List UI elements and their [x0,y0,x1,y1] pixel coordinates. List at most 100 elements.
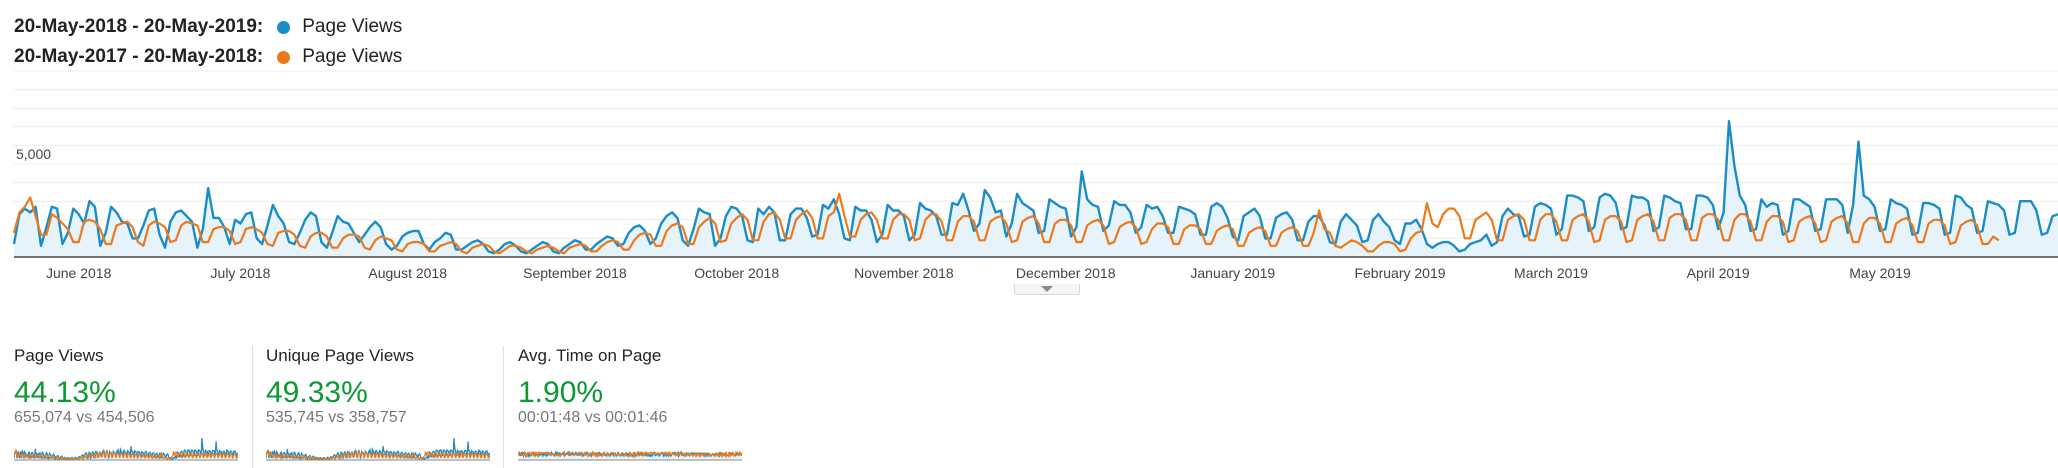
current-data-point [1965,204,1967,206]
previous-data-point [1453,207,1455,209]
current-data-point [1830,198,1832,200]
previous-data-point [1938,219,1940,221]
previous-data-point [1944,224,1946,226]
previous-data-point [1539,219,1541,221]
current-data-point [1313,215,1315,217]
current-data-point [1873,206,1875,208]
current-data-point [99,245,101,247]
previous-data-point [1232,228,1234,230]
current-data-point [757,207,759,209]
previous-data-point [1145,241,1147,243]
x-tick-label: October 2018 [694,265,779,281]
previous-data-point [245,228,247,230]
current-data-point [940,234,942,236]
current-data-point [1992,202,1994,204]
previous-data-point [1296,230,1298,232]
previous-data-point [331,247,333,249]
current-data-point [1658,226,1660,228]
previous-data-point [1744,213,1746,215]
previous-data-point [1151,228,1153,230]
current-data-point [2019,200,2021,202]
metric-unique-page-views[interactable]: Unique Page Views 49.33% 535,745 vs 358,… [266,346,496,468]
legend-previous-range: 20-May-2017 - 20-May-2018: [14,46,264,67]
previous-data-point [978,239,980,241]
current-data-point [444,232,446,234]
metric-page-views[interactable]: Page Views 44.13% 655,074 vs 454,506 [14,346,244,468]
current-data-point [2024,200,2026,202]
previous-data-point [1793,239,1795,241]
previous-data-point [687,243,689,245]
previous-data-point [1712,213,1714,215]
current-data-point [1091,204,1093,206]
current-data-point [1399,243,1401,245]
current-data-point [2003,209,2005,211]
current-data-point [967,209,969,211]
current-data-point [876,241,878,243]
previous-data-point [1852,241,1854,243]
current-data-point [1782,234,1784,236]
current-data-point [185,215,187,217]
previous-data-point [487,245,489,247]
previous-data-point [1189,224,1191,226]
metric-avg-time-on-page[interactable]: Avg. Time on Page 1.90% 00:01:48 vs 00:0… [518,346,748,468]
current-data-point [196,247,198,249]
previous-data-point [1291,226,1293,228]
previous-data-point [272,245,274,247]
current-data-point [1388,226,1390,228]
previous-data-point [326,235,328,237]
current-data-point [51,206,53,208]
previous-data-point [1598,239,1600,241]
current-data-point [396,245,398,247]
previous-data-point [51,213,53,215]
current-data-point [1480,239,1482,241]
current-data-point [822,204,824,206]
previous-data-point [444,243,446,245]
metric-sparkline [518,449,742,461]
current-data-point [509,241,511,243]
current-data-point [978,222,980,224]
x-tick-label: August 2018 [368,265,447,281]
previous-data-point [1922,241,1924,243]
current-data-point [1604,193,1606,195]
current-data-point [1442,241,1444,243]
previous-data-point [725,239,727,241]
current-data-point [1766,206,1768,208]
y-tick-label: 5,000 [16,146,51,162]
current-data-point [930,209,932,211]
previous-data-point [434,250,436,252]
previous-data-point [1313,232,1315,234]
previous-data-point [1663,239,1665,241]
current-data-point [897,209,899,211]
current-data-point [380,226,382,228]
current-data-point [1825,198,1827,200]
current-data-point [1922,202,1924,204]
previous-data-point [1787,241,1789,243]
chart-expand-toggle[interactable] [1014,284,1080,295]
current-data-point [45,226,47,228]
previous-data-point [1642,215,1644,217]
previous-data-point [1577,215,1579,217]
previous-data-point [1739,213,1741,215]
current-data-point [2046,232,2048,234]
current-data-point [288,241,290,243]
current-data-point [1652,230,1654,232]
x-tick-label: January 2019 [1190,265,1275,281]
previous-data-point [115,224,117,226]
previous-data-point [1269,245,1271,247]
current-data-point [994,211,996,213]
previous-data-point [676,222,678,224]
previous-data-point [957,221,959,223]
current-data-point [1625,226,1627,228]
previous-data-point [1167,226,1169,228]
previous-data-point [1884,241,1886,243]
legend-previous-series: Page Views [302,46,403,67]
current-data-point [336,215,338,217]
current-data-point [1744,204,1746,206]
current-data-point [1469,243,1471,245]
previous-data-point [1183,228,1185,230]
previous-data-point [1377,245,1379,247]
previous-data-point [1998,239,2000,241]
x-tick-label: May 2019 [1849,265,1911,281]
current-data-point [207,187,209,189]
previous-data-point [1701,217,1703,219]
